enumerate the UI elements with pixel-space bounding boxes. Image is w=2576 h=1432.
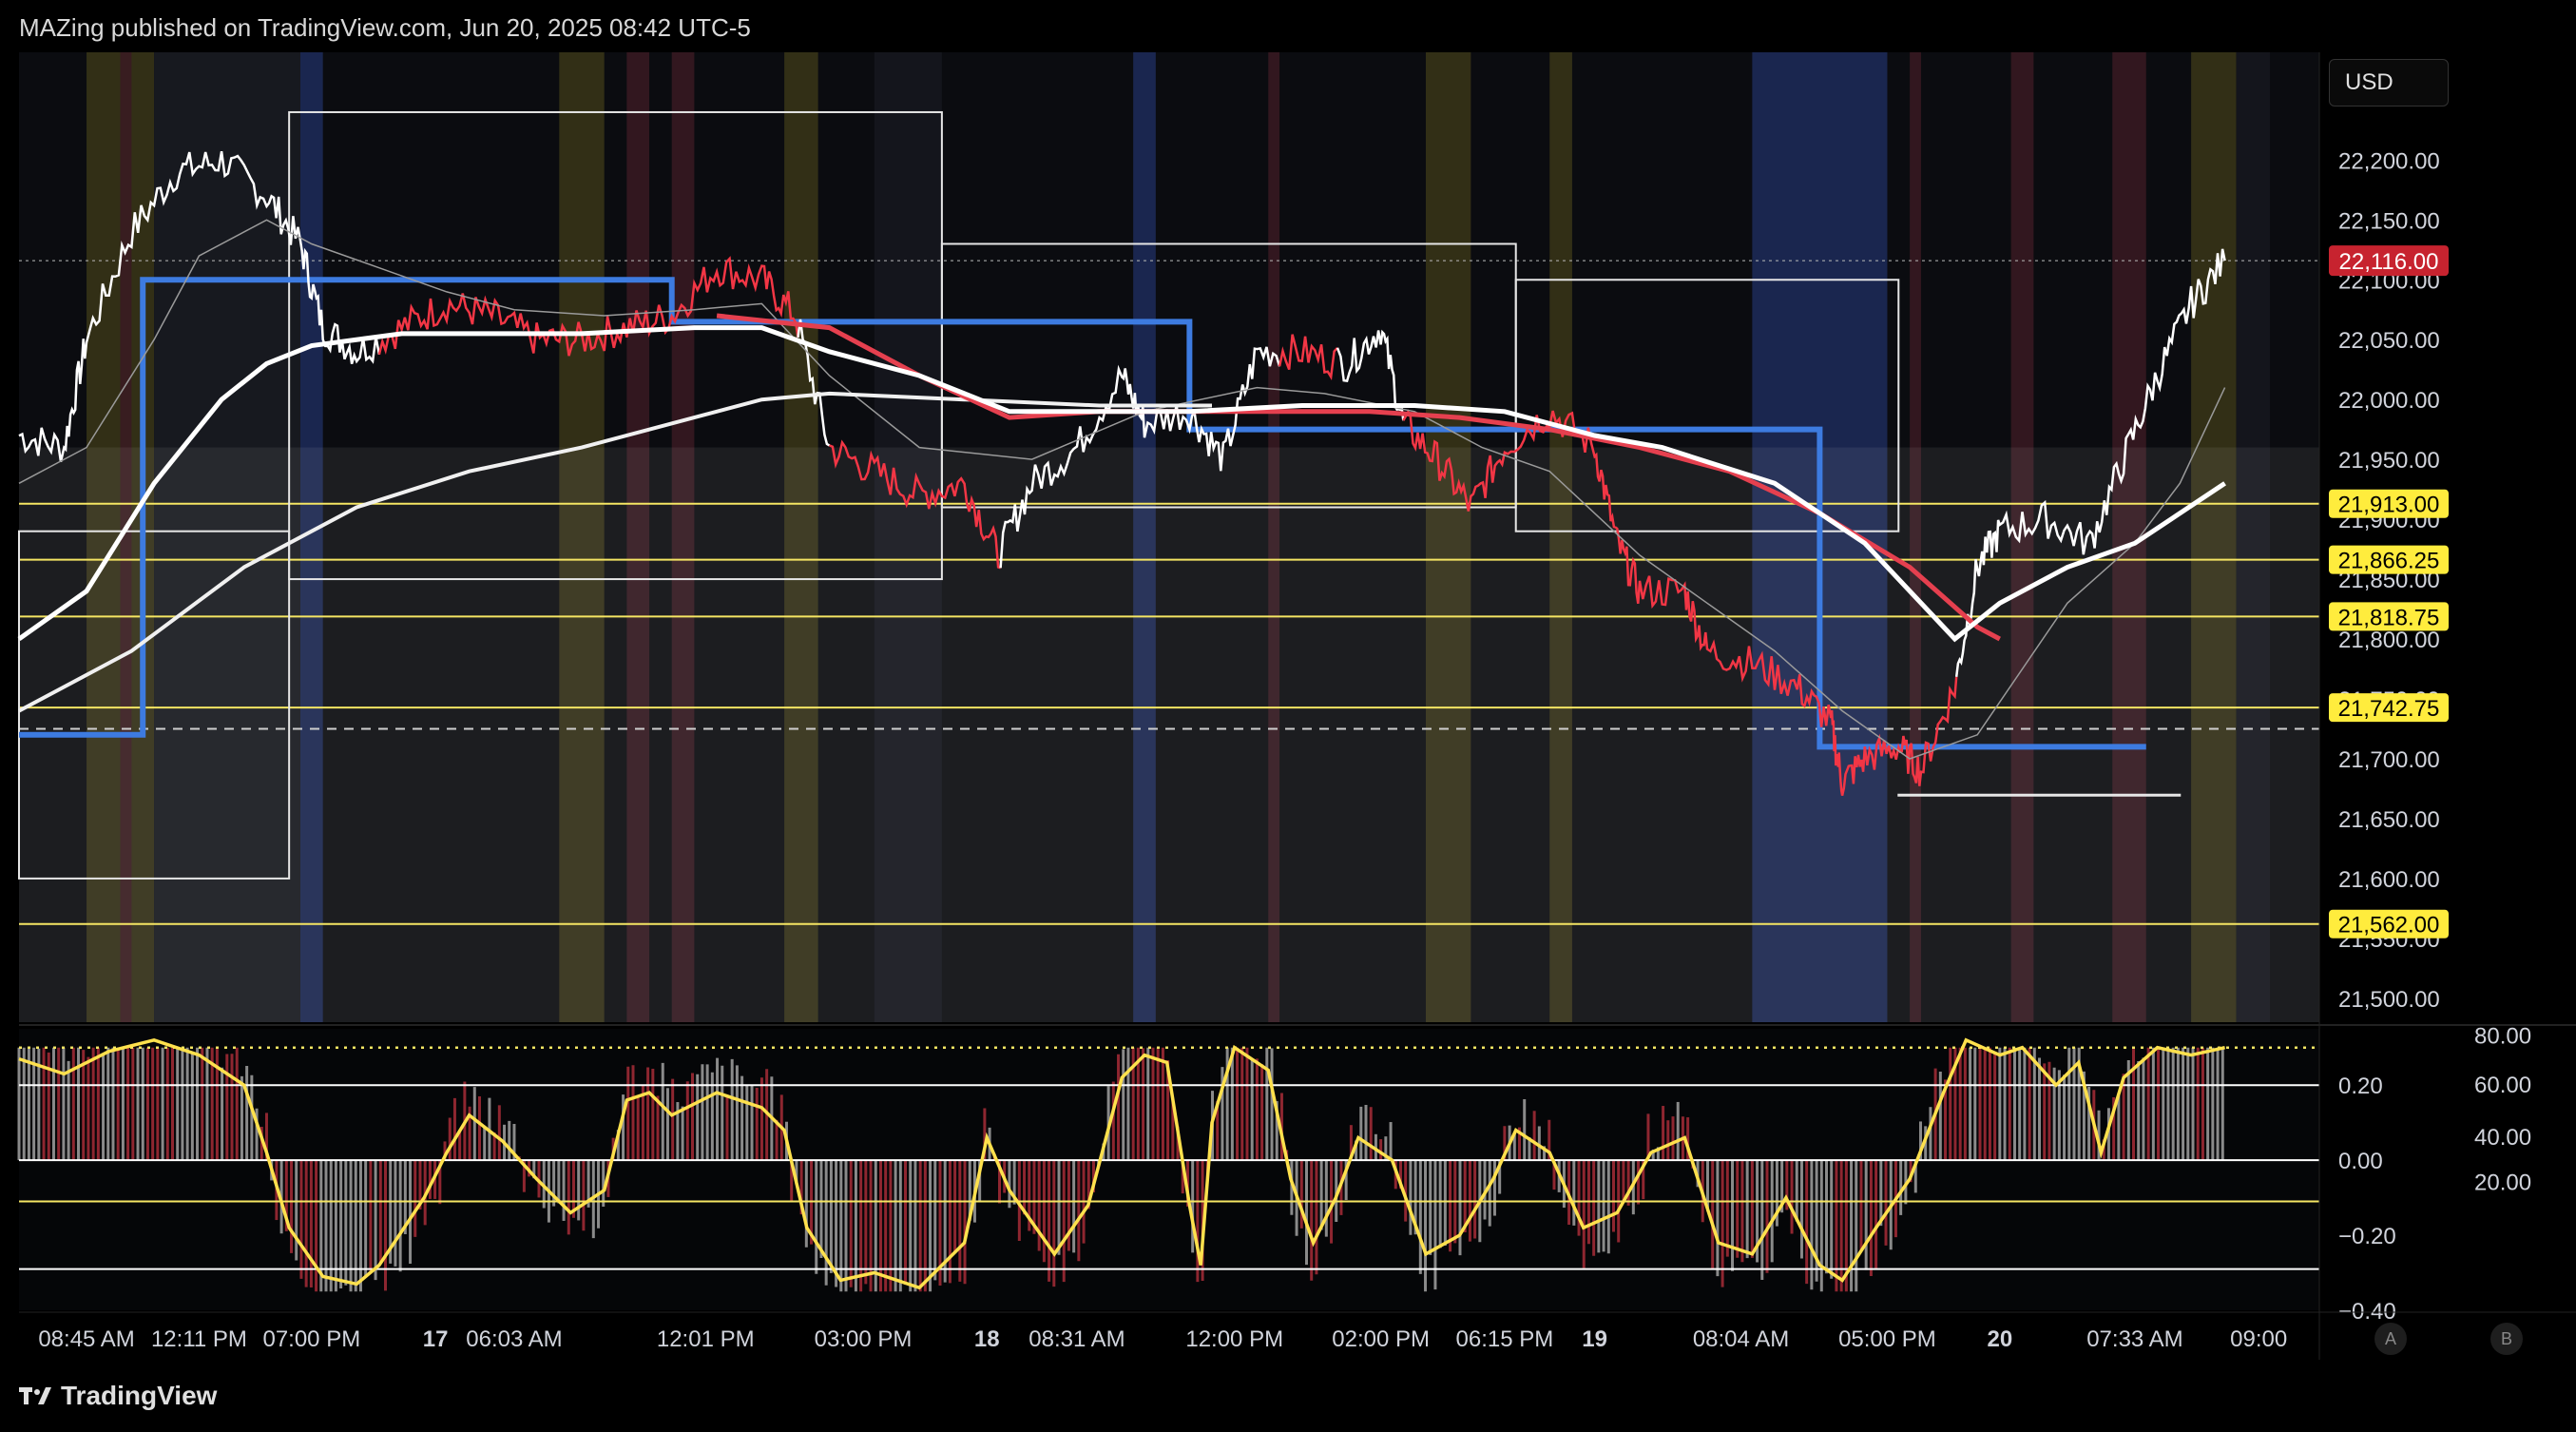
price-tick-label: 21,950.00 [2338,448,2440,474]
auto-scale-button[interactable]: A [2374,1323,2407,1355]
price-series [1954,248,2226,677]
tradingview-icon [19,1387,51,1404]
osc-tick-left: 0.00 [2338,1149,2383,1174]
session-shade [559,52,605,1022]
current-price-bg [2329,245,2449,277]
b-button[interactable]: B [2490,1323,2523,1355]
price-tick-label: 22,000.00 [2338,388,2440,414]
price-series [18,150,381,462]
brand-label: TradingView [61,1381,218,1410]
session-shade [2010,52,2034,1022]
price-tick-label: 21,800.00 [2338,628,2440,653]
session-shade [300,52,323,1022]
x-tick-label: 12:01 PM [657,1326,755,1352]
session-shade [120,52,132,1022]
session-shade [671,52,695,1022]
osc-tick-right: 60.00 [2474,1073,2531,1098]
ma-thick [17,325,2226,643]
range-box [1897,793,2182,797]
range-box [18,530,291,880]
x-tick-label: 03:00 PM [815,1326,913,1352]
session-shade [874,52,942,1022]
x-tick-label: 20 [1987,1326,2012,1352]
level-label-bg [2329,693,2449,723]
x-tick-label: 09:00 [2230,1326,2287,1352]
osc-tick-left: −0.20 [2338,1224,2396,1249]
x-tick-label: 08:04 AM [1693,1326,1789,1352]
session-shade [1549,52,1572,1022]
range-box [1514,279,1900,532]
session-shade [626,52,650,1022]
osc-tick-right: 20.00 [2474,1170,2531,1195]
blue-step-line [19,277,2146,750]
range-zone [19,447,2319,1022]
x-tick-label: 12:00 PM [1185,1326,1283,1352]
osc-line [18,1037,2225,1290]
session-shade [1133,52,1156,1022]
session-shade [1268,52,1280,1022]
price-panel-bg [19,52,2319,1022]
x-tick-label: 06:03 AM [466,1326,562,1352]
session-shade [2236,52,2270,1022]
price-tick-label: 22,200.00 [2338,148,2440,174]
price-series [829,439,1001,570]
level-label: 21,742.75 [2338,696,2440,722]
tradingview-logo: TradingView [19,1381,217,1411]
session-shade [784,52,818,1022]
price-series [999,346,1281,569]
price-tick-label: 21,700.00 [2338,747,2440,773]
price-tick-label: 21,500.00 [2338,987,2440,1013]
osc-tick-right: 40.00 [2474,1125,2531,1151]
level-label-bg [2329,545,2449,574]
x-tick-label: 19 [1582,1326,1607,1352]
x-tick-label: 05:00 PM [1838,1326,1936,1352]
session-shade [1910,52,1921,1022]
level-label-bg [2329,489,2449,518]
price-tick-label: 21,650.00 [2338,807,2440,833]
level-label: 21,866.25 [2338,549,2440,574]
x-tick-label: 08:31 AM [1028,1326,1125,1352]
level-label: 21,913.00 [2338,493,2440,518]
x-tick-label: 07:00 PM [262,1326,360,1352]
price-tick-label: 22,050.00 [2338,328,2440,354]
ma-red [716,313,2001,642]
level-label-bg [2329,909,2449,939]
session-shade [1426,52,1471,1022]
x-tick-label: 02:00 PM [1332,1326,1430,1352]
x-tick-label: 17 [423,1326,449,1352]
currency-button[interactable]: USD [2329,59,2449,106]
price-tick-label: 22,150.00 [2338,208,2440,234]
x-tick-label: 18 [974,1326,1000,1352]
level-label: 21,818.75 [2338,605,2440,630]
price-series [1402,409,1958,796]
price-series [1278,334,1338,380]
session-shade [2191,52,2237,1022]
price-series [377,256,799,357]
publisher-header: MAZing published on TradingView.com, Jun… [19,13,751,42]
osc-tick-left: 0.20 [2338,1074,2383,1099]
level-label: 21,562.00 [2338,913,2440,939]
price-series [1336,329,1405,421]
level-label-bg [2329,602,2449,631]
x-tick-label: 08:45 AM [38,1326,134,1352]
x-tick-label: 06:15 PM [1456,1326,1554,1352]
x-tick-label: 07:33 AM [2086,1326,2182,1352]
price-tick-label: 21,600.00 [2338,867,2440,893]
osc-tick-right: 80.00 [2474,1024,2531,1050]
current-price-label: 22,116.00 [2339,249,2439,275]
x-tick-label: 12:11 PM [151,1326,247,1352]
